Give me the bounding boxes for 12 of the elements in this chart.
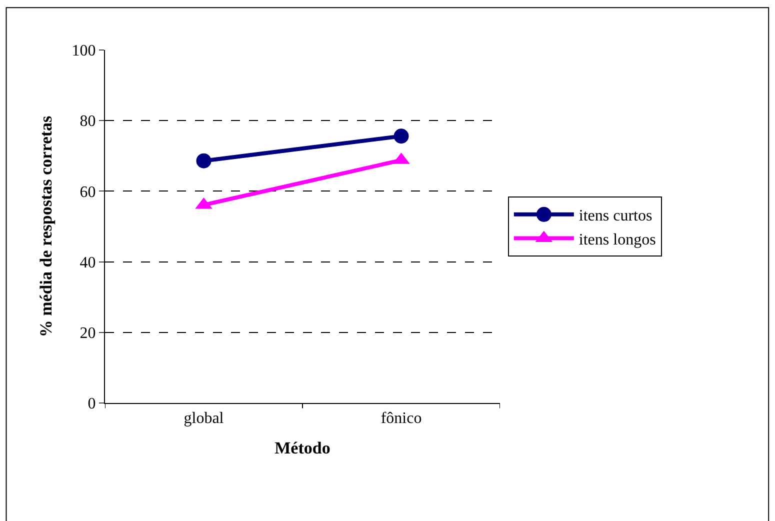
x-tick-label: fônico bbox=[380, 410, 422, 428]
y-tick-label: 60 bbox=[80, 184, 96, 201]
y-axis-title: % média de respostas corretas bbox=[36, 115, 56, 338]
x-axis-title: Método bbox=[274, 438, 330, 458]
y-tick-label: 100 bbox=[72, 42, 96, 60]
y-tick-label: 40 bbox=[80, 254, 96, 272]
y-tick-label: 80 bbox=[80, 113, 96, 130]
y-tick-label: 20 bbox=[80, 325, 96, 342]
legend-label: itens curtos bbox=[578, 208, 652, 225]
x-tick-label: global bbox=[184, 410, 224, 428]
legend-label: itens longos bbox=[578, 231, 656, 248]
y-tick-label: 0 bbox=[88, 396, 96, 413]
